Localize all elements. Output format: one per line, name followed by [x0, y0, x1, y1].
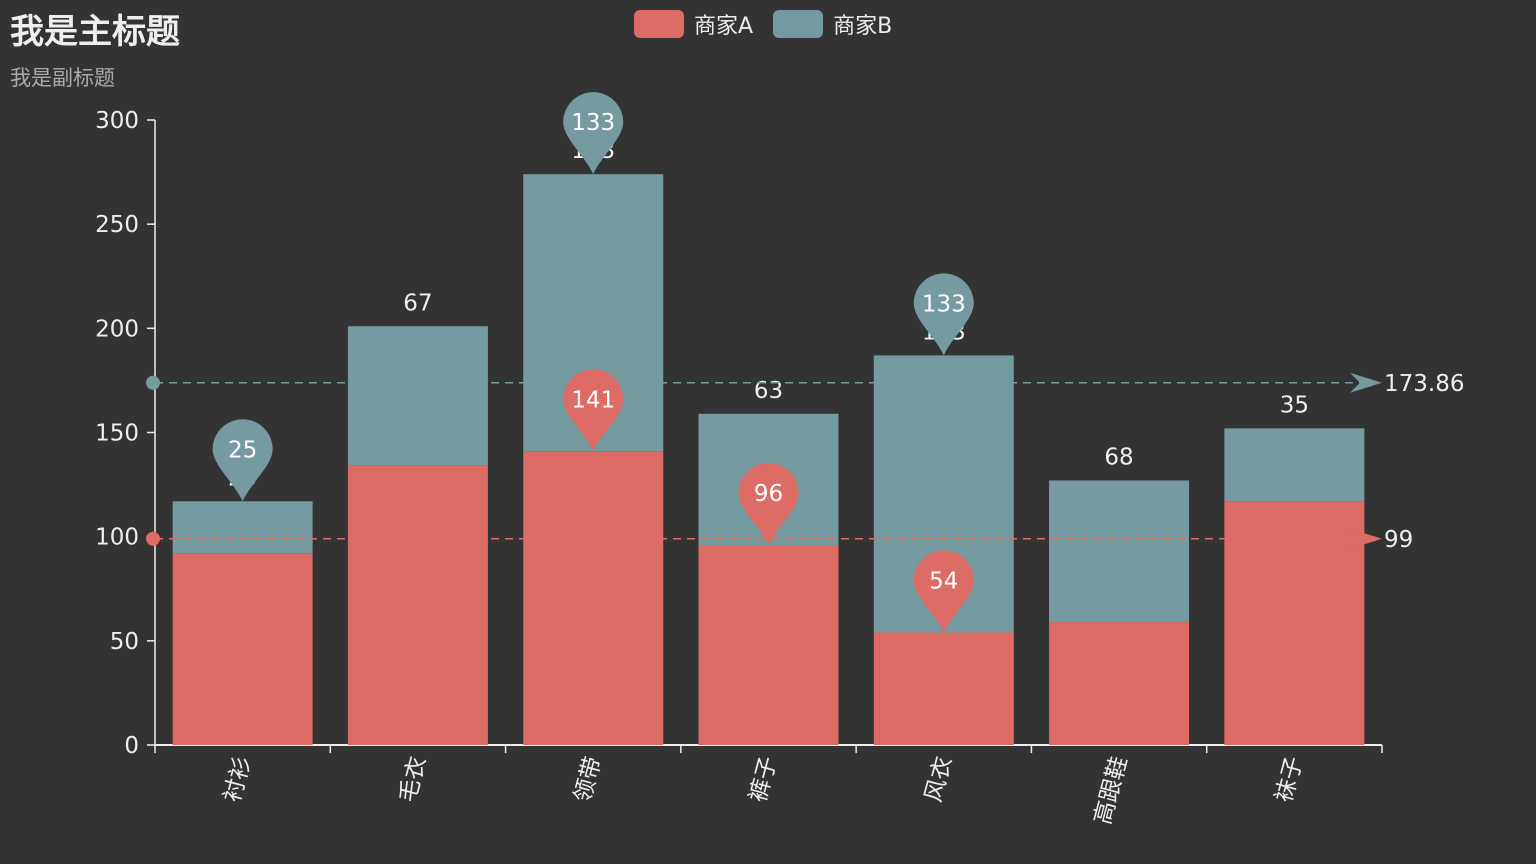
y-tick-label: 0: [124, 733, 139, 759]
mark-line-series-b-label: 173.86: [1384, 371, 1464, 397]
pin-shape: [563, 92, 624, 175]
mark-line-series-a-arrow: [1350, 528, 1382, 549]
pin-shape: [738, 463, 799, 545]
x-tick-label: 衬衫: [219, 754, 256, 805]
data-label: 67: [403, 290, 432, 316]
pin-label: 133: [571, 110, 615, 136]
bar-series-a: [347, 465, 488, 745]
x-tick-label: 裤子: [745, 754, 782, 805]
legend-swatch-series-b: [773, 10, 824, 38]
legend: 商家A 商家B: [634, 8, 912, 40]
x-tick-label: 风衣: [921, 754, 958, 805]
legend-label-series-a: 商家A: [694, 14, 754, 39]
bar-series-a: [873, 632, 1014, 745]
mark-line-series-a-start-dot: [146, 531, 160, 546]
legend-item-series-a[interactable]: 商家A: [634, 8, 753, 40]
y-tick-label: 200: [95, 316, 139, 342]
bar-series-a: [523, 451, 664, 745]
pin-label: 25: [228, 437, 257, 463]
mark-line-series-b-start-dot: [146, 375, 160, 390]
bar-series-b: [1224, 428, 1365, 502]
x-tick-label: 毛衣: [395, 754, 432, 805]
mark-point-series-b: 133: [563, 92, 624, 175]
bar-series-a: [1224, 501, 1365, 745]
pin-label: 96: [754, 481, 783, 507]
data-label: 35: [1280, 392, 1309, 418]
mark-point-series-a: 141: [563, 369, 624, 452]
legend-swatch-series-a: [634, 10, 684, 38]
mark-point-series-a: 96: [738, 463, 799, 545]
bar-series-b: [1049, 480, 1190, 623]
x-tick-label: 领带: [570, 754, 607, 805]
mark-point-series-b: 25: [212, 419, 273, 502]
x-tick-label: 袜子: [1271, 754, 1308, 805]
pin-label: 141: [571, 387, 615, 413]
chart-subtitle: 我是副标题: [10, 66, 115, 90]
bar-series-b: [347, 326, 488, 466]
y-tick-label: 150: [95, 421, 139, 447]
mark-line-series-b-arrow: [1350, 372, 1382, 393]
pin-shape: [563, 369, 624, 452]
data-label: 63: [754, 378, 783, 404]
legend-label-series-b: 商家B: [833, 14, 893, 39]
mark-line-series-a-label: 99: [1384, 527, 1413, 553]
bar-series-a: [698, 545, 839, 745]
pin-label: 54: [929, 569, 958, 595]
pin-shape: [212, 419, 273, 502]
pin-shape: [913, 273, 974, 356]
bar-series-a: [1049, 622, 1190, 745]
x-tick-label: 高跟鞋: [1090, 754, 1133, 827]
legend-item-series-b[interactable]: 商家B: [773, 8, 892, 40]
pin-label: 133: [922, 291, 966, 317]
data-label: 68: [1104, 444, 1133, 470]
mark-point-series-a: 54: [913, 550, 974, 633]
pin-shape: [913, 550, 974, 633]
y-tick-label: 50: [110, 629, 139, 655]
y-tick-label: 100: [95, 525, 139, 551]
y-tick-label: 300: [95, 108, 139, 134]
mark-point-series-b: 133: [913, 273, 974, 356]
chart-title: 我是主标题: [10, 12, 180, 52]
bar-series-a: [172, 553, 313, 745]
bar-series-b: [172, 501, 313, 554]
y-tick-label: 250: [95, 212, 139, 238]
